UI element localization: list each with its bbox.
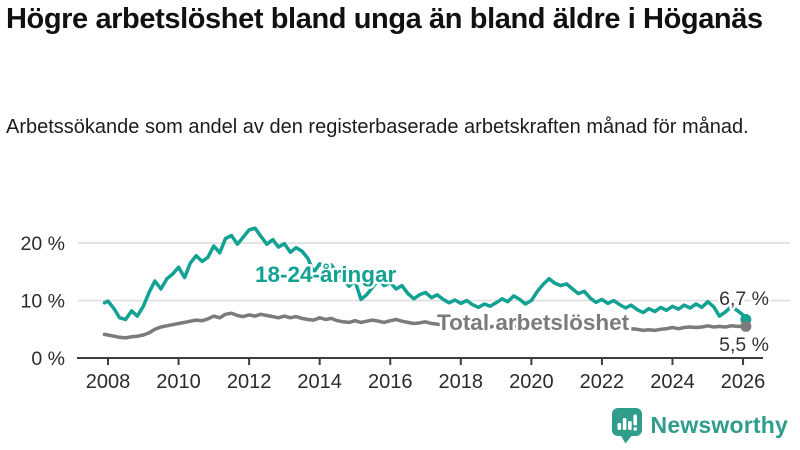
young-series-line bbox=[102, 226, 748, 322]
y-axis-tick-label: 10 % bbox=[21, 291, 65, 313]
x-axis-tick-label: 2018 bbox=[439, 371, 484, 393]
total-series-line bbox=[102, 311, 748, 340]
total-series-end-dot bbox=[740, 320, 752, 332]
young-series-end-value: 6,7 % bbox=[719, 288, 769, 310]
x-axis-tick-label: 2022 bbox=[580, 371, 625, 393]
x-axis-tick-label: 2016 bbox=[368, 371, 413, 393]
newsworthy-logo-icon bbox=[611, 408, 642, 444]
x-axis-tick-label: 2010 bbox=[156, 371, 201, 393]
x-axis-tick-label: 2014 bbox=[297, 371, 342, 393]
x-axis-tick-label: 2024 bbox=[650, 371, 695, 393]
chart-subtitle: Arbetssökande som andel av den registerb… bbox=[6, 116, 749, 138]
newsworthy-logo[interactable]: Newsworthy bbox=[611, 407, 788, 444]
y-axis-tick-label: 20 % bbox=[21, 233, 65, 255]
x-axis-tick-label: 2026 bbox=[721, 371, 766, 393]
chart-title: Högre arbetslöshet bland unga än bland ä… bbox=[6, 3, 763, 35]
young-series-label: 18-24-åringar bbox=[255, 262, 397, 287]
x-axis-tick-label: 2012 bbox=[227, 371, 272, 393]
newsworthy-logo-text: Newsworthy bbox=[650, 412, 788, 438]
total-series-label: Total arbetslöshet bbox=[437, 310, 630, 335]
y-axis-tick-label: 0 % bbox=[31, 348, 65, 370]
total-series-end-value: 5,5 % bbox=[719, 334, 769, 356]
x-axis-tick-label: 2020 bbox=[509, 371, 554, 393]
x-axis-tick-label: 2008 bbox=[86, 371, 131, 393]
